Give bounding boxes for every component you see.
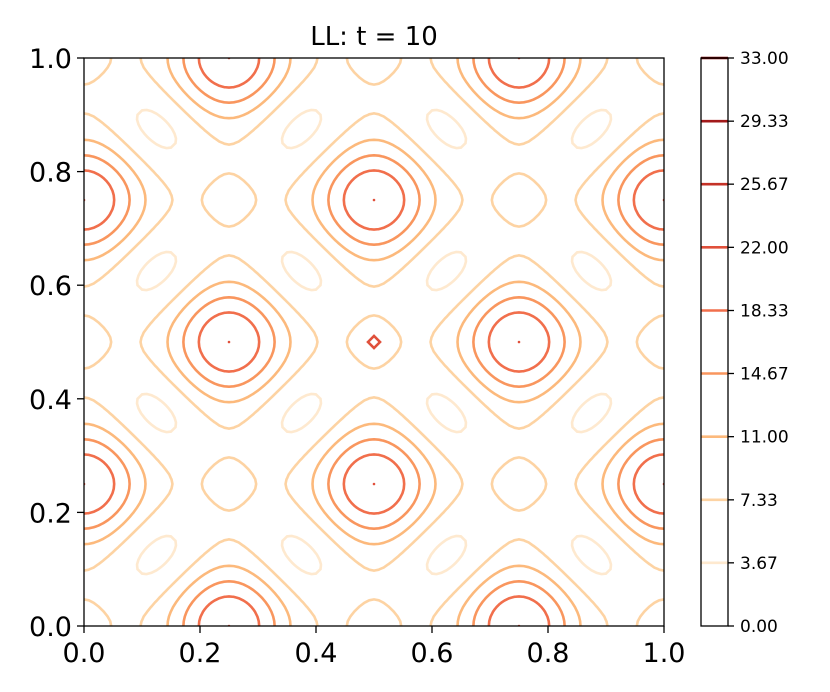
y-tick-label: 0.8	[29, 158, 72, 189]
contour-level-18-33	[84, 58, 664, 626]
x-tick-label: 1.0	[643, 638, 686, 669]
y-tick-label: 1.0	[29, 44, 72, 75]
colorbar-tick-label: 11.00	[740, 428, 789, 448]
colorbar-frame	[700, 57, 729, 627]
y-tick-label: 0.6	[29, 271, 72, 302]
y-tick-label: 0.0	[29, 612, 72, 643]
peak-contour	[366, 334, 382, 350]
colorbar-tick-label: 22.00	[740, 238, 789, 258]
x-tick-label: 0.2	[179, 638, 222, 669]
x-tick-label: 0.8	[527, 638, 570, 669]
contour-level-22	[84, 58, 664, 626]
contour-level-7-33	[84, 58, 664, 626]
x-tick-label: 0.0	[63, 638, 106, 669]
colorbar-tick-label: 25.67	[740, 175, 789, 195]
y-tick-label: 0.4	[29, 385, 72, 416]
contour-lines	[84, 58, 664, 626]
colorbar-tick-label: 29.33	[740, 112, 789, 132]
colorbar: 0.00 3.67 7.33 11.00 14.67 18.33 22.00 25.67 29.…	[700, 49, 789, 637]
colorbar-background	[701, 58, 728, 626]
colorbar-tick-label: 14.67	[740, 364, 789, 384]
colorbar-tick-label: 0.00	[740, 617, 778, 637]
colorbar-tick-label: 18.33	[740, 302, 789, 322]
x-tick-label: 0.6	[411, 638, 454, 669]
chart-title: LL: t = 10	[310, 22, 438, 52]
colorbar-tick-label: 3.67	[740, 554, 778, 574]
colorbar-tick-label: 33.00	[740, 49, 789, 69]
contour-level-14-67	[84, 58, 664, 626]
contour-level-11	[84, 58, 664, 626]
colorbar-tick-label: 7.33	[740, 491, 778, 511]
contour-level-3-67	[135, 108, 613, 576]
y-tick-label: 0.2	[29, 498, 72, 529]
y-axis: 0.0 0.2 0.4 0.6 0.8 1.0	[29, 44, 84, 643]
x-tick-label: 0.4	[295, 638, 338, 669]
plot-frame	[83, 57, 665, 627]
x-axis: 0.0 0.2 0.4 0.6 0.8 1.0	[63, 626, 686, 669]
